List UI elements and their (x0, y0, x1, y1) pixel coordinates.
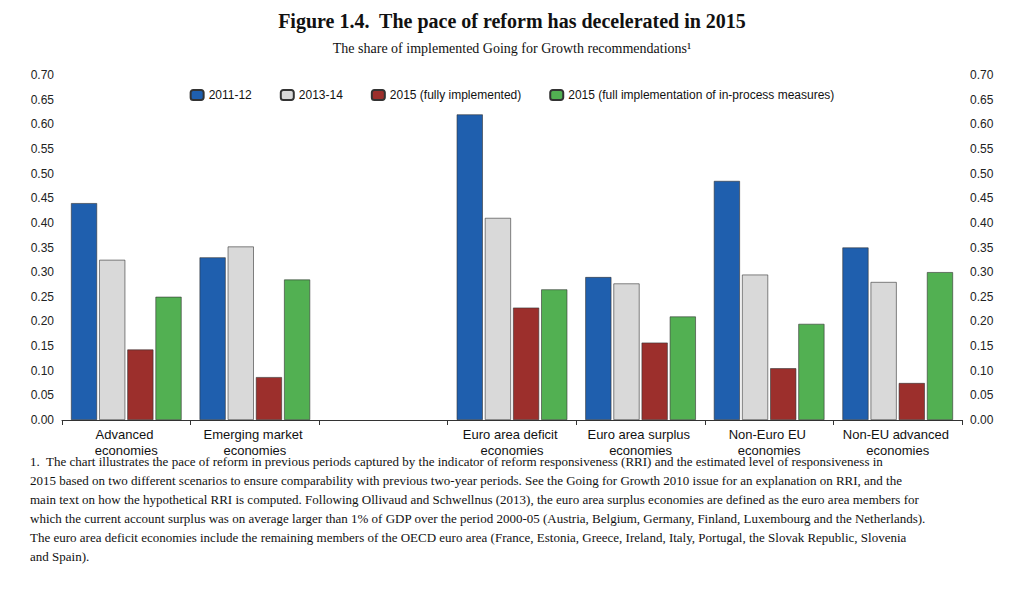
svg-text:0.45: 0.45 (970, 191, 994, 205)
svg-text:0.45: 0.45 (31, 191, 55, 205)
svg-text:0.05: 0.05 (31, 388, 55, 402)
svg-text:and Spain).: and Spain). (30, 549, 89, 564)
svg-text:2011-12: 2011-12 (209, 88, 252, 102)
svg-text:economies: economies (609, 443, 672, 458)
svg-text:0.65: 0.65 (970, 93, 994, 107)
svg-text:economies: economies (738, 443, 801, 458)
svg-text:Non-Euro EU: Non-Euro EU (729, 427, 810, 442)
svg-text:0.20: 0.20 (970, 314, 994, 328)
svg-text:0.10: 0.10 (970, 364, 994, 378)
svg-text:0.50: 0.50 (31, 167, 55, 181)
svg-text:0.35: 0.35 (970, 241, 994, 255)
svg-text:0.25: 0.25 (31, 290, 55, 304)
svg-text:0.70: 0.70 (970, 68, 994, 82)
svg-text:Non-EU advanced: Non-EU advanced (843, 427, 953, 442)
svg-text:economies: economies (95, 443, 158, 458)
svg-text:0.40: 0.40 (970, 216, 994, 230)
svg-text:0.30: 0.30 (970, 265, 994, 279)
svg-text:The euro area deficit economie: The euro area deficit economies include … (30, 530, 910, 545)
svg-text:2015 (fully implemented): 2015 (fully implemented) (390, 88, 521, 102)
svg-text:2013-14: 2013-14 (299, 88, 343, 102)
svg-text:0.55: 0.55 (970, 142, 994, 156)
svg-text:0.00: 0.00 (970, 413, 994, 427)
svg-text:Advanced: Advanced (96, 427, 157, 442)
svg-text:0.40: 0.40 (31, 216, 55, 230)
svg-text:economies: economies (223, 443, 286, 458)
svg-text:economies: economies (866, 443, 929, 458)
svg-text:0.55: 0.55 (31, 142, 55, 156)
svg-text:Emerging market: Emerging market (204, 427, 307, 442)
svg-text:0.00: 0.00 (31, 413, 55, 427)
svg-text:2015 based on two different sc: 2015 based on two different scenarios to… (30, 473, 905, 488)
svg-text:0.70: 0.70 (31, 68, 55, 82)
svg-text:which the current account surp: which the current account surplus was on… (30, 511, 929, 526)
svg-text:economies: economies (481, 443, 544, 458)
svg-text:0.65: 0.65 (31, 93, 55, 107)
svg-text:0.15: 0.15 (970, 339, 994, 353)
svg-text:2015 (full implementation of i: 2015 (full implementation of in-process … (568, 88, 834, 102)
svg-text:0.05: 0.05 (970, 388, 994, 402)
svg-text:0.25: 0.25 (970, 290, 994, 304)
svg-text:0.50: 0.50 (970, 167, 994, 181)
svg-text:0.60: 0.60 (970, 117, 994, 131)
svg-text:0.10: 0.10 (31, 364, 55, 378)
svg-text:Euro area surplus: Euro area surplus (587, 427, 693, 442)
svg-text:0.60: 0.60 (31, 117, 55, 131)
svg-text:0.15: 0.15 (31, 339, 55, 353)
svg-text:0.30: 0.30 (31, 265, 55, 279)
svg-text:The share of implemented Going: The share of implemented Going for Growt… (333, 41, 691, 56)
svg-text:Figure 1.4. The pace of refor: Figure 1.4. The pace of reform has decel… (278, 10, 746, 33)
svg-text:1. The chart illustrates the p: 1. The chart illustrates the pace of ref… (30, 454, 887, 469)
svg-text:0.20: 0.20 (31, 314, 55, 328)
svg-text:0.35: 0.35 (31, 241, 55, 255)
svg-text:main text on how the hypotheti: main text on how the hypothetical RRI is… (30, 492, 922, 507)
svg-text:Euro area deficit: Euro area deficit (463, 427, 561, 442)
